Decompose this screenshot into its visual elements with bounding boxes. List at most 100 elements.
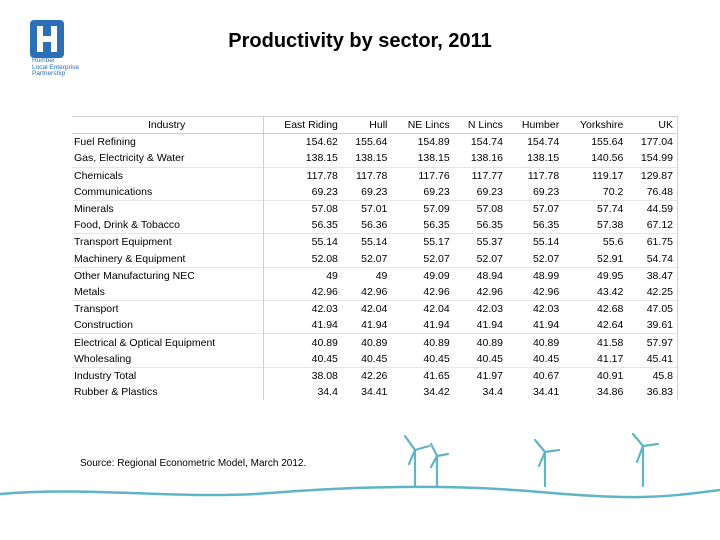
value-cell: 34.41 [532, 386, 560, 399]
value-cell: 56.35 [311, 219, 338, 232]
source-note: Source: Regional Econometric Model, Marc… [80, 458, 307, 469]
value-cell: 42.26 [341, 366, 392, 384]
value-cell: 69.23 [476, 185, 503, 198]
table-row: Metals 42.96 42.96 42.96 42.96 42.96 43.42 42.2… [72, 283, 679, 301]
value-cell: 41.17 [597, 352, 624, 365]
column-header-industry: Industry [72, 115, 265, 135]
value-cell: 56.35 [476, 219, 503, 232]
value-cell: 154.74 [527, 136, 560, 149]
table-row: Transport Equipment 55.14 55.14 55.17 55.37 5… [72, 233, 679, 251]
industry-name-cell: Chemicals [72, 166, 265, 184]
table-row: Fuel Refining 154.62 155.64 154.89 154.74 154… [72, 133, 679, 151]
value-cell: 57.09 [391, 199, 454, 218]
value-cell: 48.94 [453, 266, 507, 284]
column-header: UK [627, 115, 679, 135]
industry-name-cell: Transport Equipment [72, 233, 265, 251]
value-cell: 41.94 [361, 319, 388, 332]
value-cell: 42.03 [453, 300, 507, 318]
value-cell: 41.65 [391, 366, 454, 384]
value-cell: 56.35 [423, 219, 450, 232]
value-cell: 42.64 [597, 319, 624, 332]
value-cell: 42.96 [423, 285, 450, 298]
value-cell: 154.99 [627, 150, 679, 168]
value-cell: 56.35 [532, 219, 560, 232]
value-cell: 43.42 [597, 285, 624, 298]
table-row: Electrical & Optical Equipment 40.89 40.89… [72, 333, 679, 351]
industry-name-cell: Fuel Refining [72, 133, 265, 151]
value-cell: 52.07 [476, 252, 503, 265]
value-cell: 67.12 [627, 217, 679, 234]
value-cell: 55.37 [453, 233, 507, 251]
value-cell: 119.17 [563, 166, 628, 184]
value-cell: 154.74 [470, 136, 503, 149]
value-cell: 41.58 [563, 333, 628, 351]
industry-name-cell: Gas, Electricity & Water [72, 150, 265, 168]
value-cell: 138.15 [305, 152, 338, 165]
table-row: Transport 42.03 42.04 42.04 42.03 42.03 42.68 4… [72, 300, 679, 318]
value-cell: 69.23 [361, 185, 388, 198]
value-cell: 40.89 [506, 333, 564, 351]
value-cell: 44.59 [627, 199, 679, 218]
value-cell: 40.89 [391, 333, 454, 351]
turbine-icon [429, 442, 450, 488]
value-cell: 69.23 [532, 185, 560, 198]
industry-name-cell: Transport [72, 300, 265, 318]
wave-divider [0, 485, 720, 499]
value-cell: 40.89 [263, 333, 342, 351]
value-cell: 154.62 [305, 136, 338, 149]
value-cell: 57.01 [341, 199, 392, 218]
value-cell: 45.8 [627, 366, 679, 384]
value-cell: 42.03 [263, 300, 342, 318]
industry-name-cell: Metals [72, 283, 265, 301]
table-row: Gas, Electricity & Water 138.15 138.15 138.… [72, 150, 679, 168]
value-cell: 138.15 [527, 152, 560, 165]
value-cell: 117.78 [263, 166, 342, 184]
table-header-row: Industry East Riding Hull NE Lincs N Lincs Hu… [72, 115, 679, 135]
value-cell: 40.45 [311, 352, 338, 365]
value-cell: 69.23 [311, 185, 338, 198]
value-cell: 34.4 [317, 386, 338, 399]
table-row: Chemicals 117.78 117.78 117.76 117.77 117.78 1… [72, 166, 679, 184]
value-cell: 54.74 [627, 250, 679, 268]
value-cell: 140.56 [591, 152, 624, 165]
value-cell: 42.04 [341, 300, 392, 318]
value-cell: 40.89 [341, 333, 392, 351]
value-cell: 42.04 [391, 300, 454, 318]
value-cell: 155.64 [355, 136, 388, 149]
value-cell: 41.94 [532, 319, 560, 332]
column-header: Yorkshire [563, 115, 628, 135]
value-cell: 41.94 [476, 319, 503, 332]
value-cell: 42.03 [506, 300, 564, 318]
table-row: Minerals 57.08 57.01 57.09 57.08 57.07 57.74 44… [72, 199, 679, 218]
value-cell: 42.96 [476, 285, 503, 298]
industry-name-cell: Wholesaling [72, 350, 265, 368]
value-cell: 117.77 [453, 166, 507, 184]
value-cell: 61.75 [627, 233, 679, 251]
value-cell: 55.14 [341, 233, 392, 251]
value-cell: 57.08 [263, 199, 342, 218]
industry-name-cell: Other Manufacturing NEC [72, 266, 265, 284]
value-cell: 117.78 [506, 166, 564, 184]
value-cell: 70.2 [602, 185, 624, 198]
table-row: Industry Total 38.08 42.26 41.65 41.97 40.67 4… [72, 366, 679, 384]
turbine-icon [533, 438, 561, 488]
value-cell: 69.23 [423, 185, 450, 198]
value-cell: 42.96 [532, 285, 560, 298]
value-cell: 138.15 [417, 152, 450, 165]
industry-name-cell: Rubber & Plastics [72, 384, 265, 401]
logo-text: Humber Local Enterprise Partnership [32, 57, 79, 77]
value-cell: 154.89 [417, 136, 450, 149]
value-cell: 40.89 [453, 333, 507, 351]
industry-name-cell: Machinery & Equipment [72, 250, 265, 268]
value-cell: 57.08 [453, 199, 507, 218]
value-cell: 117.76 [391, 166, 454, 184]
value-cell: 49 [341, 266, 392, 284]
value-cell: 52.08 [311, 252, 338, 265]
value-cell: 55.6 [563, 233, 628, 251]
value-cell: 57.97 [627, 333, 679, 351]
value-cell: 36.83 [627, 384, 679, 401]
value-cell: 129.87 [627, 166, 679, 184]
value-cell: 47.05 [627, 300, 679, 318]
value-cell: 52.91 [597, 252, 624, 265]
value-cell: 42.68 [563, 300, 628, 318]
